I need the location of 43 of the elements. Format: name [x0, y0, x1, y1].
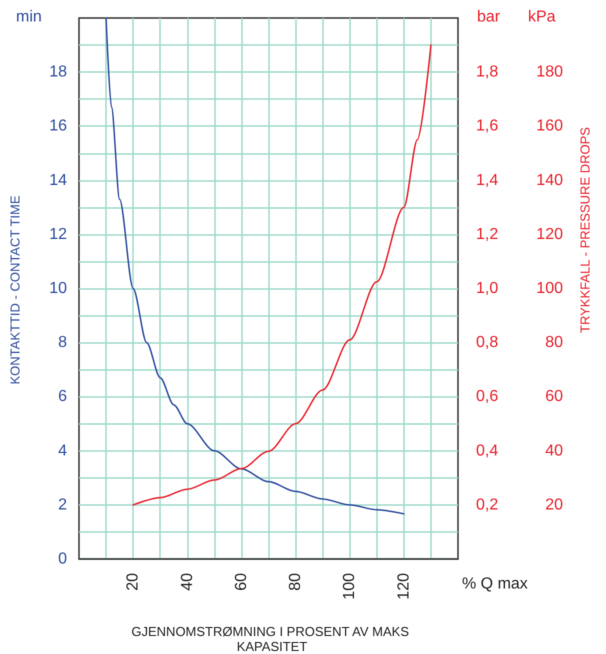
y3-tick-label: 180: [536, 64, 564, 81]
y-tick-label: 4: [58, 442, 68, 460]
y2-axis-title: TRYKKFALL - PRESSURE DROPS: [578, 126, 592, 333]
text: bar: [477, 8, 501, 26]
y-axis-title: KONTAKTTID - CONTACT TIME: [8, 195, 22, 384]
y-tick-label: 12: [49, 226, 68, 243]
y-tick-label: 16: [49, 118, 68, 135]
y-tick-label: 10: [49, 280, 68, 297]
y3-tick-label: 120: [536, 226, 564, 243]
y-tick-label: 18: [49, 64, 68, 81]
y3-tick-label: 60: [545, 388, 564, 406]
x-tick-label: 80: [287, 572, 304, 591]
y3-tick-label: 100: [536, 280, 564, 297]
text: % Q max: [462, 576, 528, 592]
x-tick-label: 120: [395, 572, 412, 600]
text: kPa: [528, 8, 556, 26]
y3-tick-label: 160: [536, 118, 564, 135]
y-tick-label: 2: [58, 496, 68, 514]
y2-tick-label: 1,0: [476, 280, 498, 297]
y2-tick-label: 0,4: [476, 442, 498, 460]
x-tick-label: 100: [341, 572, 358, 600]
y-tick-label: 14: [49, 172, 68, 189]
y2-tick-label: 1,8: [476, 64, 498, 81]
y3-tick-label: 140: [536, 172, 564, 189]
line-series: [132, 44, 432, 506]
text: min: [16, 8, 42, 26]
x-tick-label: 60: [232, 572, 250, 591]
y2-tick-label: 0,2: [476, 496, 498, 514]
y2-tick-label: 0,6: [476, 388, 498, 406]
y2-tick-label: 0,8: [476, 334, 498, 352]
y3-tick-label: 80: [545, 334, 564, 352]
y2-tick-label: 1,6: [476, 118, 498, 135]
y-tick-label: 8: [58, 334, 68, 352]
x-tick-label: 20: [124, 572, 142, 591]
y-tick-label: 0: [58, 550, 68, 568]
y2-tick-label: 1,4: [476, 172, 498, 189]
y2-tick-label: 1,2: [476, 226, 498, 243]
x-axis-title: GJENNOMSTRØMNING I PROSENT AV MAKS KAPASITET: [131, 624, 413, 654]
y-tick-label: 6: [58, 388, 68, 406]
y3-tick-label: 20: [545, 496, 564, 514]
x-tick-label: 40: [178, 572, 196, 591]
line-series: [105, 17, 405, 515]
y3-tick-label: 40: [545, 442, 564, 460]
